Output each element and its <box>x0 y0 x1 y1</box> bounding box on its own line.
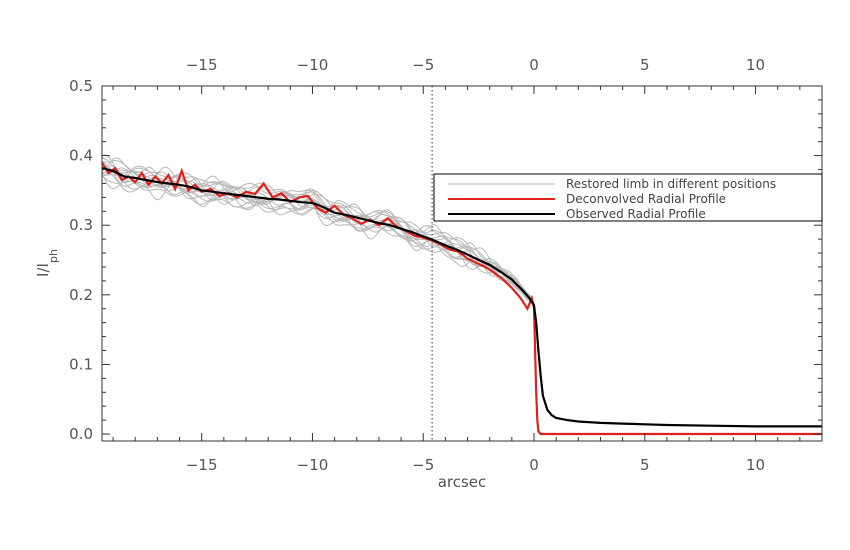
legend-label-restored: Restored limb in different positions <box>566 177 776 191</box>
restored-limb-curve <box>102 170 533 304</box>
y-axis-title-subscript: ph <box>47 249 60 263</box>
restored-limb-curve <box>102 157 533 299</box>
plot-frame <box>101 85 823 442</box>
x-tick-label: 10 <box>746 456 765 474</box>
x-axis-title: arcsec <box>438 473 487 491</box>
x-top-tick-label: −15 <box>186 56 218 74</box>
y-tick-label: 0.3 <box>69 216 93 234</box>
x-top-tick-label: 0 <box>529 56 539 74</box>
axis-tick-labels: −15 −10 −5 0 5 10 −15 −10 −5 0 5 10 0.0 0.1 0.2 0.3 0.4 0… <box>69 56 765 474</box>
x-top-tick-label: 5 <box>640 56 650 74</box>
legend: Restored limb in different positions Dec… <box>433 173 823 222</box>
y-tick-label: 0.4 <box>69 147 93 165</box>
observed-radial-profile-line <box>102 167 822 428</box>
y-axis-title: I/Iph <box>34 249 60 277</box>
y-tick-label: 0.5 <box>69 77 93 95</box>
x-top-tick-label: −10 <box>297 56 329 74</box>
legend-label-observed: Observed Radial Profile <box>566 207 706 221</box>
y-tick-label: 0.1 <box>69 355 93 373</box>
y-tick-label: 0.0 <box>69 425 93 443</box>
x-tick-label: −10 <box>297 456 329 474</box>
x-tick-label: −15 <box>186 456 218 474</box>
legend-label-deconvolved: Deconvolved Radial Profile <box>566 192 726 206</box>
x-tick-label: 0 <box>529 456 539 474</box>
y-tick-label: 0.2 <box>69 286 93 304</box>
x-tick-label: −5 <box>412 456 434 474</box>
x-tick-label: 5 <box>640 456 650 474</box>
restored-limb-curve <box>102 154 533 304</box>
x-top-tick-label: 10 <box>746 56 765 74</box>
x-top-tick-label: −5 <box>412 56 434 74</box>
y-axis-title-main: I/I <box>34 263 52 277</box>
legend-box <box>433 173 823 222</box>
axis-ticks <box>102 85 823 441</box>
